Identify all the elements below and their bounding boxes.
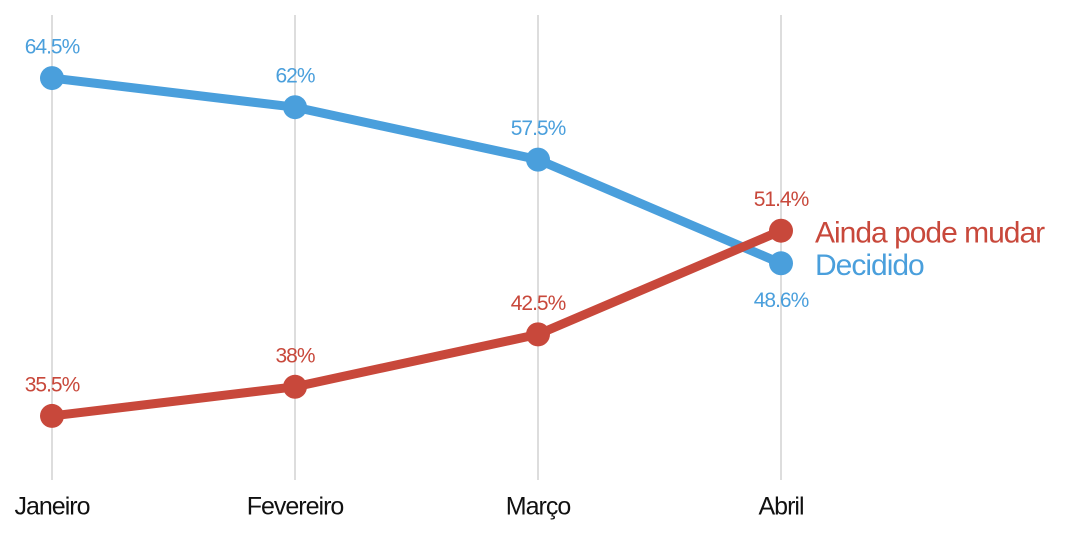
value-label: 51.4% <box>754 188 809 211</box>
value-label: 38% <box>275 344 314 367</box>
value-label: 48.6% <box>754 289 809 312</box>
series-line <box>51 73 783 268</box>
value-label: 62% <box>275 65 314 88</box>
x-tick-label: Janeiro <box>15 493 90 521</box>
point <box>769 218 793 243</box>
point <box>283 374 307 399</box>
point <box>526 147 550 172</box>
legend-label: Ainda pode mudar <box>815 217 1045 250</box>
series-line <box>51 226 783 421</box>
point <box>40 403 64 428</box>
point <box>40 66 64 91</box>
value-label: 57.5% <box>511 117 566 140</box>
x-tick-label: Fevereiro <box>247 493 344 521</box>
x-tick-label: Março <box>506 493 571 521</box>
point <box>769 251 793 276</box>
x-tick-label: Abril <box>758 493 803 521</box>
point <box>526 322 550 347</box>
legend-label: Decidido <box>815 249 924 282</box>
value-label: 64.5% <box>25 36 80 59</box>
value-label: 35.5% <box>25 373 80 396</box>
value-label: 42.5% <box>511 292 566 315</box>
point <box>283 95 307 120</box>
